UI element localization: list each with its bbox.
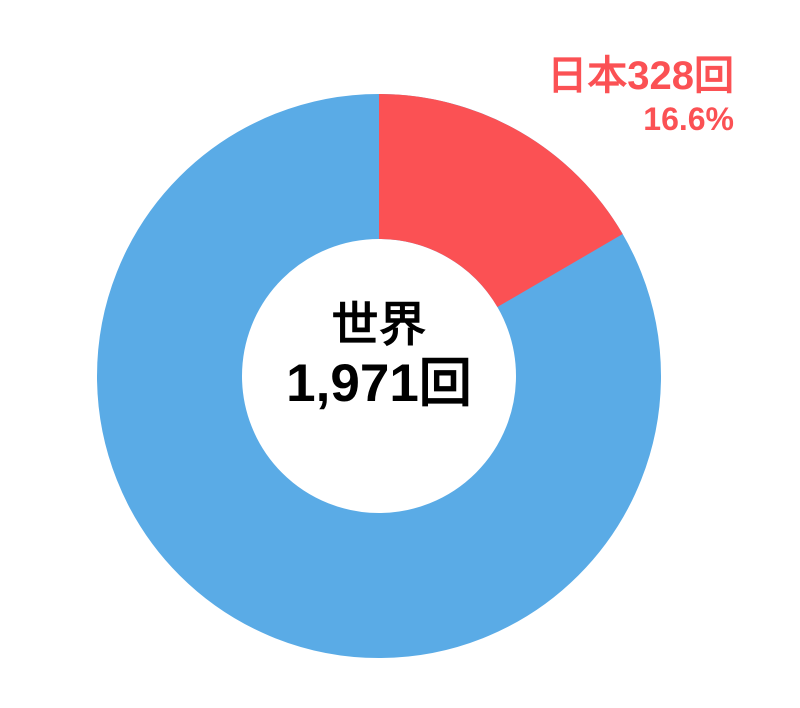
callout-percent: 16.6%	[643, 100, 734, 137]
donut-graphic	[97, 94, 661, 658]
slice-callout: 日本328回 16.6%	[547, 54, 734, 138]
donut-svg	[97, 94, 661, 658]
donut-slice-japan[interactable]	[97, 94, 661, 658]
callout-name: 日本328回	[547, 54, 734, 98]
